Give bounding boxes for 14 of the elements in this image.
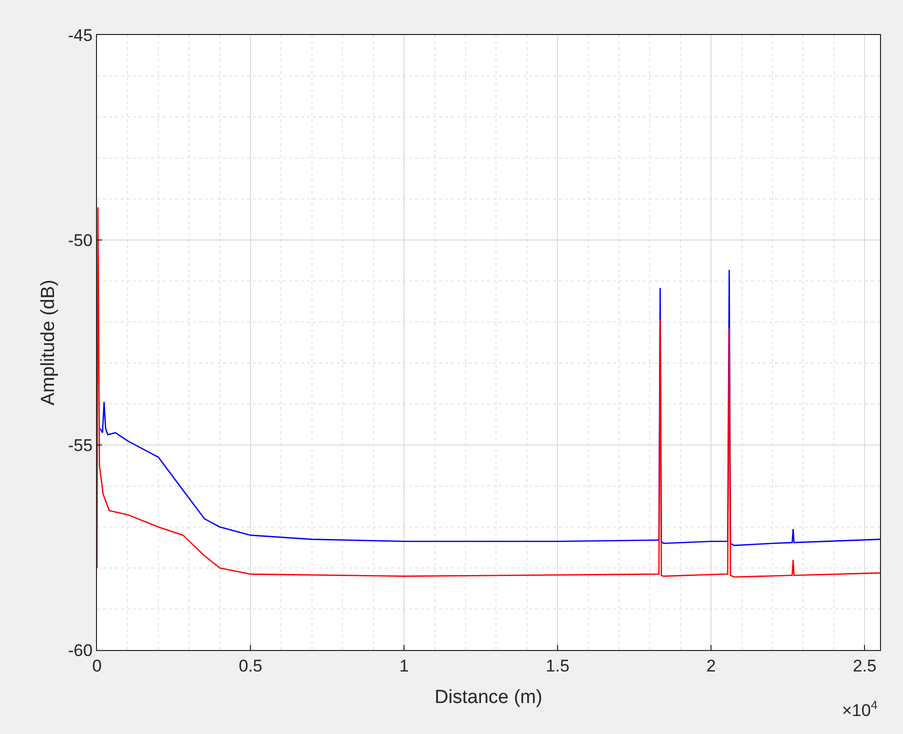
x-axis-title: Distance (m)	[434, 687, 542, 708]
x-tick-label: 2.5	[852, 656, 876, 676]
x-tick-label: 0	[92, 656, 102, 676]
x-tick-label: 1	[399, 656, 409, 676]
text: ×10$^{4}$	[842, 698, 878, 720]
y-tick-label: -50	[68, 230, 93, 250]
line-series	[97, 206, 880, 578]
x-tick-label: 2	[706, 656, 716, 676]
y-tick-label: -60	[68, 640, 93, 660]
y-axis-title: Amplitude (dB)	[38, 280, 59, 406]
x-tick-label: 0.5	[238, 656, 262, 676]
y-tick-label: -45	[68, 26, 93, 45]
x-tick-label: 1.5	[546, 656, 570, 676]
y-tick-label: -55	[68, 436, 93, 455]
